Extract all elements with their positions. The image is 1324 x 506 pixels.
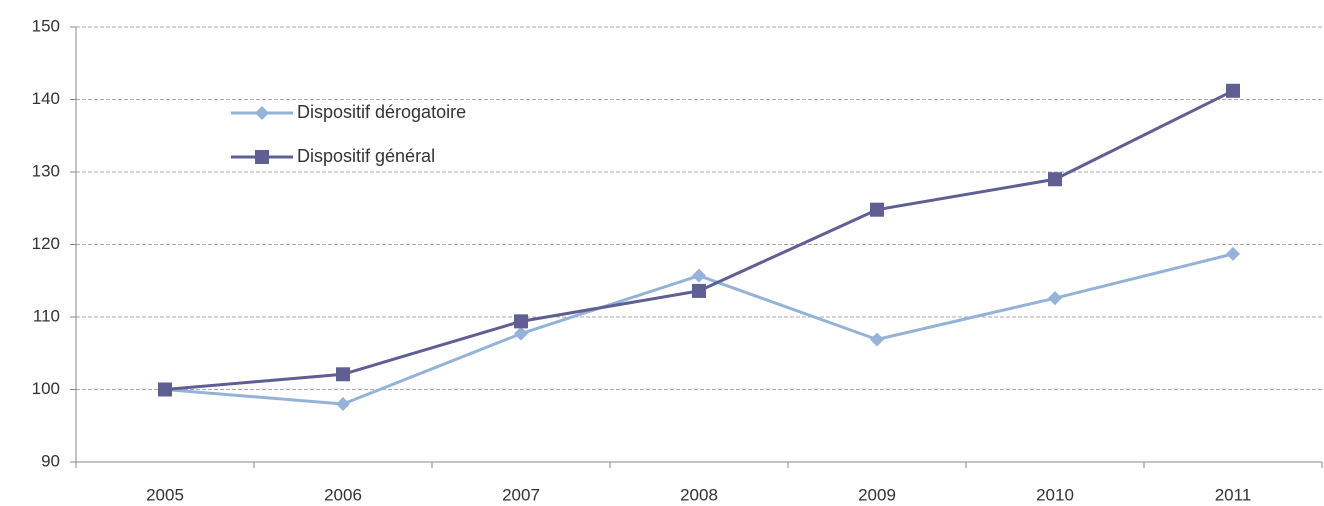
marker — [336, 367, 350, 382]
x-tick-label: 2006 — [324, 485, 362, 504]
marker — [1226, 83, 1240, 98]
y-tick-label: 150 — [32, 16, 60, 35]
x-tick-label: 2009 — [858, 485, 896, 504]
x-tick-label: 2010 — [1036, 485, 1074, 504]
legend-label: Dispositif général — [297, 146, 435, 166]
y-tick-label: 140 — [32, 89, 60, 108]
marker — [514, 314, 528, 329]
marker — [336, 397, 350, 411]
y-tick-label: 130 — [32, 161, 60, 180]
marker — [1048, 291, 1062, 306]
marker — [870, 202, 884, 217]
marker — [158, 382, 172, 397]
legend-label: Dispositif dérogatoire — [297, 102, 466, 122]
marker — [255, 150, 269, 164]
marker — [692, 283, 706, 298]
marker — [255, 106, 269, 120]
marker — [692, 268, 706, 283]
marker — [1226, 246, 1240, 261]
marker — [514, 326, 528, 341]
marker — [870, 332, 884, 347]
x-tick-label: 2011 — [1215, 485, 1252, 504]
y-tick-label: 100 — [32, 379, 60, 398]
x-tick-label: 2008 — [680, 485, 718, 504]
marker — [1048, 172, 1062, 187]
series-line — [164, 89, 1234, 391]
y-tick-label: 120 — [32, 234, 60, 253]
x-tick-label: 2007 — [502, 485, 540, 504]
x-tick-label: 2005 — [146, 485, 184, 504]
y-tick-label: 90 — [41, 451, 60, 470]
y-tick-label: 110 — [33, 306, 60, 325]
